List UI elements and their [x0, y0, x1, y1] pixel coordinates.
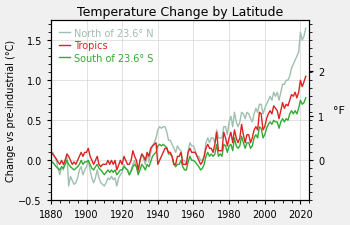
North of 23.6° N	[68, 175, 72, 178]
South of 23.6° S	[232, 137, 237, 140]
Tropics	[259, 113, 263, 116]
Tropics	[304, 76, 308, 78]
Y-axis label: °F: °F	[332, 106, 344, 116]
Tropics	[129, 159, 133, 162]
Y-axis label: Change vs pre-industrial (°C): Change vs pre-industrial (°C)	[6, 40, 15, 182]
Tropics	[86, 147, 90, 150]
North of 23.6° N	[232, 111, 237, 114]
Title: Temperature Change by Latitude: Temperature Change by Latitude	[77, 6, 283, 18]
Line: North of 23.6° N: North of 23.6° N	[51, 29, 306, 186]
Tropics	[115, 169, 119, 171]
Line: South of 23.6° S: South of 23.6° S	[51, 98, 306, 175]
Line: Tropics: Tropics	[51, 77, 306, 170]
North of 23.6° N	[88, 169, 92, 171]
Legend: North of 23.6° N, Tropics, South of 23.6° S: North of 23.6° N, Tropics, South of 23.6…	[56, 26, 157, 66]
Tropics	[256, 129, 260, 132]
South of 23.6° S	[304, 97, 308, 100]
South of 23.6° S	[86, 159, 90, 162]
Tropics	[66, 155, 71, 158]
North of 23.6° N	[304, 28, 308, 30]
North of 23.6° N	[256, 111, 260, 114]
Tropics	[232, 129, 237, 132]
South of 23.6° S	[256, 137, 260, 140]
South of 23.6° S	[102, 174, 106, 176]
North of 23.6° N	[259, 104, 263, 106]
South of 23.6° S	[49, 163, 53, 166]
Tropics	[49, 151, 53, 154]
South of 23.6° S	[66, 163, 71, 166]
North of 23.6° N	[49, 153, 53, 156]
North of 23.6° N	[129, 169, 133, 171]
South of 23.6° S	[259, 127, 263, 130]
South of 23.6° S	[129, 171, 133, 173]
North of 23.6° N	[66, 185, 71, 187]
